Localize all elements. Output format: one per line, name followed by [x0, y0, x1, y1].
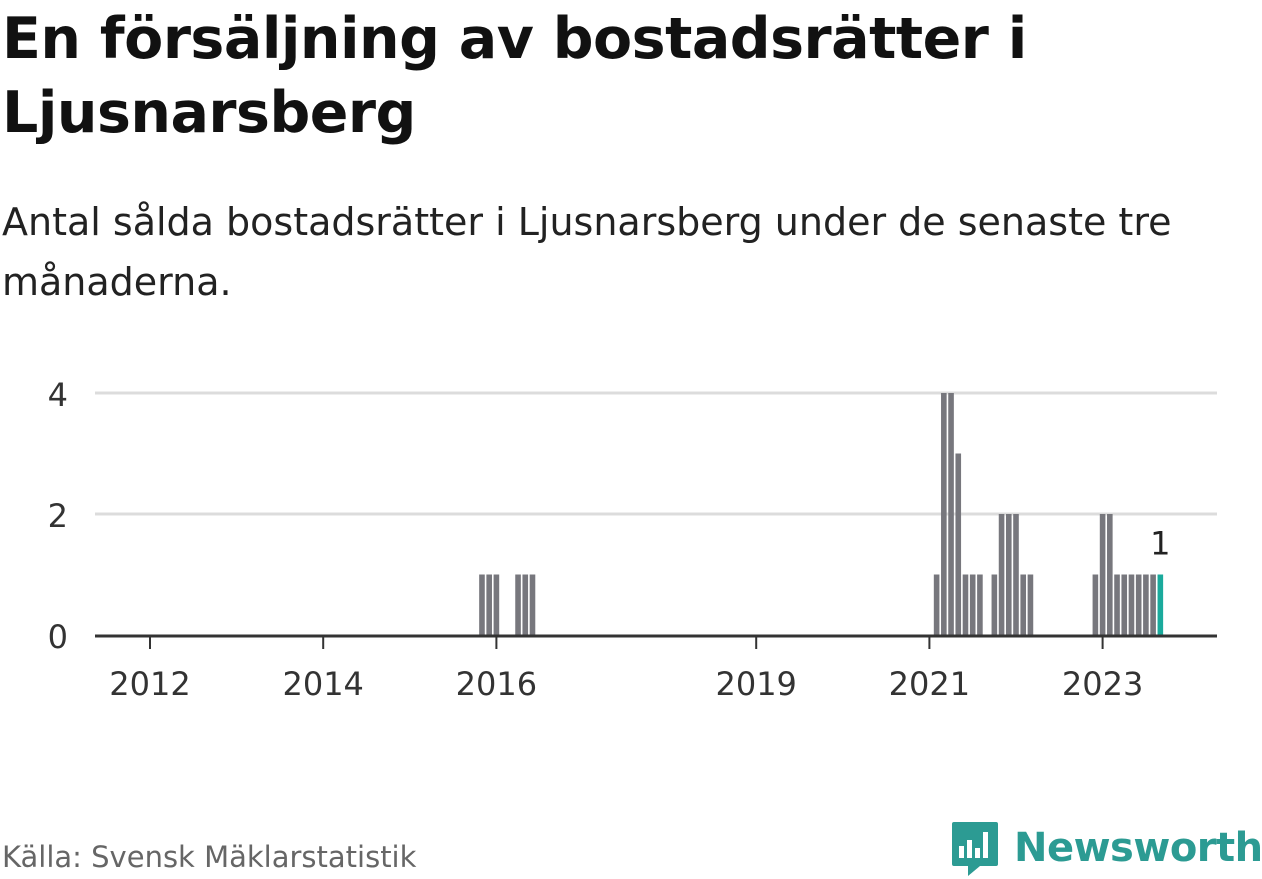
- chart-title: En försäljning av bostadsrätter i Ljusna…: [2, 6, 1027, 146]
- y-tick-label: 4: [48, 376, 68, 414]
- x-tick-label: 2019: [715, 665, 796, 703]
- x-tick-label: 2014: [282, 665, 363, 703]
- y-tick-label: 2: [48, 497, 68, 535]
- source-note: Källa: Svensk Mäklarstatistik: [2, 840, 417, 874]
- x-tick-label: 2012: [109, 665, 190, 703]
- bar-2021-05: [955, 453, 962, 635]
- bar-2015-12: [486, 574, 492, 635]
- bar-2023-01: [1099, 514, 1106, 635]
- bar-2021-03: [941, 393, 947, 635]
- bar-chart-speech-bubble-icon: [952, 822, 998, 876]
- bar-2016-01: [493, 574, 500, 635]
- bar-2021-02: [933, 574, 940, 635]
- brand-logo: Newsworthy: [950, 818, 1262, 878]
- bar-2023-03: [1114, 574, 1120, 635]
- bar-2022-02: [1020, 574, 1027, 635]
- y-tick-label: 0: [48, 618, 68, 656]
- bar-2021-07: [969, 574, 976, 635]
- bar-2023-06: [1135, 574, 1142, 635]
- bar-2023-09: [1157, 574, 1164, 635]
- y-axis: 0 2 4: [48, 376, 68, 656]
- x-axis: 2012 2014 2016 2019 2021 2023: [95, 634, 1217, 703]
- x-tick-label: 2023: [1062, 665, 1143, 703]
- bar-2021-11: [998, 514, 1005, 635]
- bar-2021-06: [962, 574, 969, 635]
- bar-2021-12: [1005, 514, 1012, 635]
- data-labels: 1: [1150, 525, 1170, 563]
- bar-2023-04: [1121, 574, 1128, 635]
- bar-2023-02: [1107, 514, 1113, 635]
- bar-2016-05: [522, 574, 529, 635]
- x-tick-label: 2016: [456, 665, 537, 703]
- grid-lines: [95, 391, 1217, 516]
- bar-2022-01: [1013, 514, 1019, 635]
- chart-subtitle: Antal sålda bostadsrätter i Ljusnarsberg…: [2, 200, 1172, 304]
- bar-2016-04: [515, 574, 521, 635]
- bar-2022-12: [1092, 574, 1099, 635]
- bar-2023-08: [1150, 574, 1156, 635]
- bar-2022-03: [1027, 574, 1034, 635]
- bar-2015-11: [479, 574, 485, 635]
- data-label-highlight: 1: [1150, 525, 1170, 563]
- bar-2021-08: [977, 574, 983, 635]
- brand-name: Newsworthy: [1014, 825, 1262, 871]
- bars: [479, 393, 1164, 635]
- bar-2016-06: [529, 574, 536, 635]
- bar-2021-04: [948, 393, 954, 635]
- bar-2021-10: [991, 574, 998, 635]
- bar-2023-07: [1143, 574, 1149, 635]
- bar-2023-05: [1128, 574, 1135, 635]
- x-tick-label: 2021: [889, 665, 970, 703]
